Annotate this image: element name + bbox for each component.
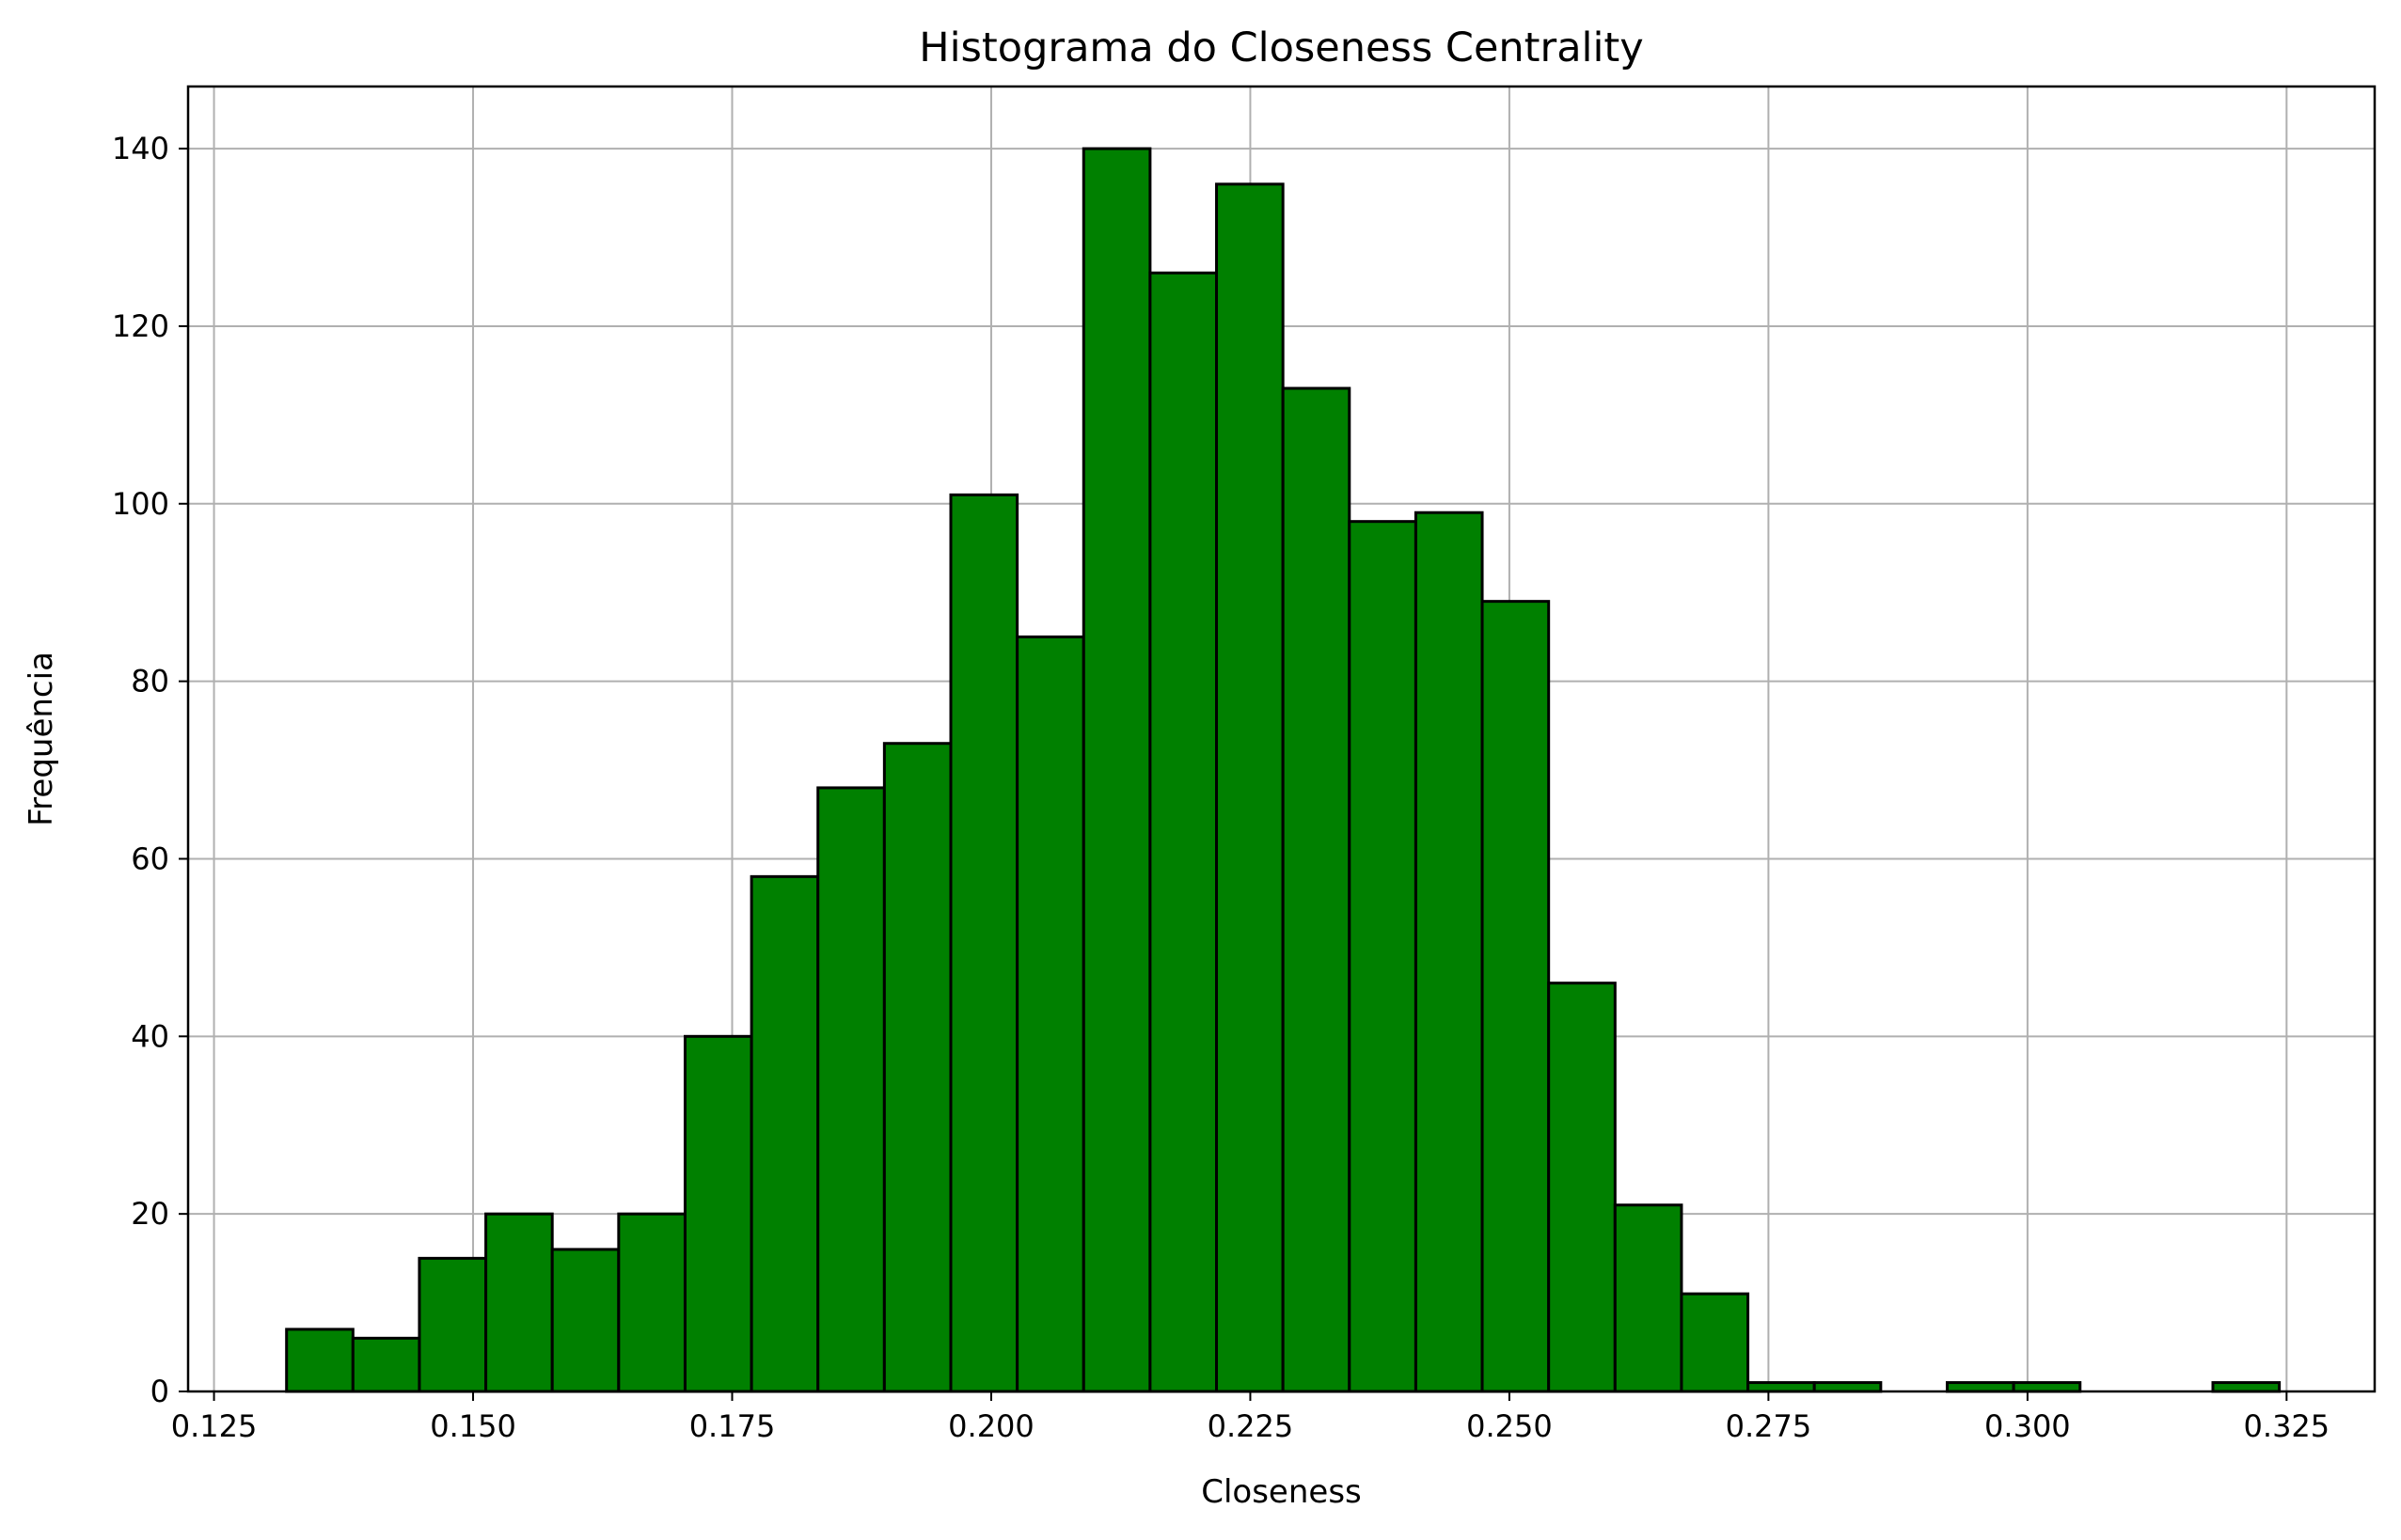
plot-frame	[186, 85, 2377, 1393]
histogram-bar	[683, 1034, 753, 1393]
histogram-bar	[418, 1256, 488, 1393]
x-tick-label: 0.275	[1726, 1408, 1812, 1444]
histogram-bar	[617, 1212, 687, 1393]
histogram-bar	[1680, 1292, 1750, 1393]
histogram-bar	[882, 742, 953, 1393]
x-tick-label: 0.250	[1466, 1408, 1553, 1444]
chart-title: Histograma do Closeness Centrality	[919, 24, 1644, 71]
histogram-bar	[949, 493, 1019, 1393]
histogram-bar	[2012, 1381, 2082, 1393]
y-tick-label: 120	[112, 308, 169, 344]
x-tick-label: 0.200	[948, 1408, 1035, 1444]
histogram-bar	[1746, 1381, 1816, 1393]
histogram-bar	[1547, 982, 1617, 1393]
x-axis-ticks: 0.125 0.150 0.175 0.200 0.225 0.250 0.275 0.300…	[171, 1391, 2330, 1444]
histogram-bar	[1414, 511, 1484, 1393]
histogram-bar	[1016, 635, 1085, 1393]
histogram-bar	[1215, 182, 1285, 1393]
x-tick-label: 0.150	[430, 1408, 516, 1444]
y-axis-ticks: 0 20 40 60 80 100 120 140	[112, 131, 188, 1409]
bars	[285, 147, 2282, 1393]
histogram-bar	[351, 1336, 421, 1393]
histogram-bar	[285, 1328, 355, 1393]
x-tick-label: 0.175	[689, 1408, 776, 1444]
y-tick-label: 0	[150, 1374, 169, 1409]
x-tick-label: 0.300	[1984, 1408, 2071, 1444]
histogram-bar	[1812, 1381, 1883, 1393]
histogram-bar	[750, 874, 820, 1393]
y-tick-label: 100	[112, 486, 169, 522]
x-tick-label: 0.225	[1208, 1408, 1294, 1444]
x-axis-label: Closeness	[1201, 1473, 1362, 1511]
histogram-bar	[550, 1248, 621, 1393]
histogram-bar	[816, 786, 886, 1393]
histogram-bar	[1281, 386, 1351, 1393]
y-tick-label: 60	[131, 841, 169, 876]
histogram-bar	[1348, 520, 1417, 1393]
x-tick-label: 0.325	[2244, 1408, 2330, 1444]
y-tick-label: 40	[131, 1018, 169, 1054]
y-tick-label: 80	[131, 664, 169, 699]
x-tick-label: 0.125	[171, 1408, 258, 1444]
y-tick-label: 20	[131, 1196, 169, 1232]
histogram-bar	[1082, 147, 1152, 1393]
histogram-bar	[1945, 1381, 2015, 1393]
histogram-bar	[1148, 271, 1219, 1393]
histogram-bar	[1480, 600, 1551, 1393]
histogram-bar	[1613, 1203, 1683, 1393]
histogram-bar	[484, 1212, 554, 1393]
y-axis-label: Frequência	[23, 652, 60, 826]
histogram-bar	[2211, 1381, 2282, 1393]
y-tick-label: 140	[112, 131, 169, 166]
